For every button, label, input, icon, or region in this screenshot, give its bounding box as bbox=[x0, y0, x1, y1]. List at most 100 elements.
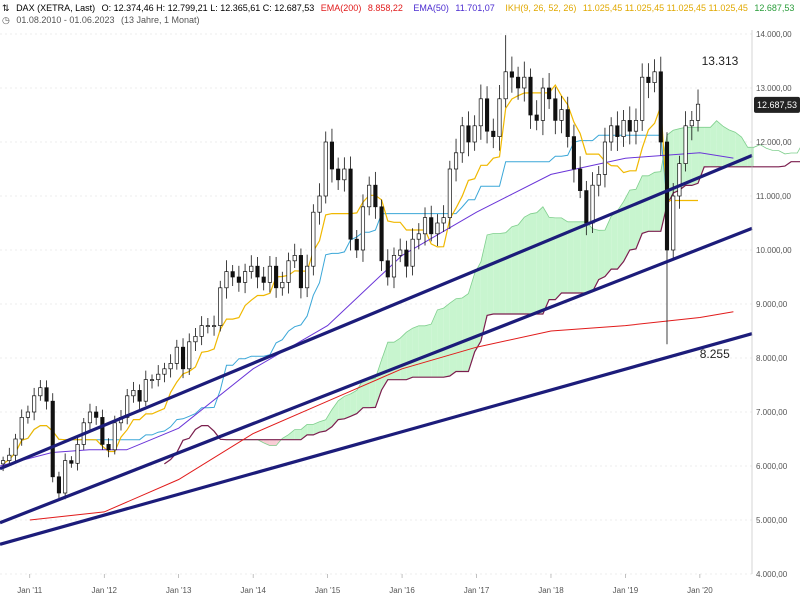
candle-body bbox=[25, 411, 30, 418]
candle-body bbox=[441, 217, 446, 224]
candle-body bbox=[615, 125, 620, 137]
cloud-segment bbox=[474, 261, 481, 352]
candle-body bbox=[187, 341, 192, 370]
x-tick-label: Jan '19 bbox=[613, 586, 639, 595]
y-tick-label: 5.000,00 bbox=[756, 516, 788, 525]
cloud-segment bbox=[462, 293, 469, 372]
candle-body bbox=[230, 271, 235, 278]
x-tick-label: Jan '15 bbox=[315, 586, 341, 595]
candle-body bbox=[621, 120, 626, 137]
candle-body bbox=[571, 136, 576, 170]
cloud-segment bbox=[635, 175, 643, 249]
y-tick-label: 10.000,00 bbox=[756, 246, 792, 255]
candle-body bbox=[516, 76, 521, 89]
y-tick-label: 14.000,00 bbox=[756, 30, 792, 39]
cloud-segment bbox=[375, 359, 382, 408]
cloud-segment bbox=[406, 328, 413, 380]
candle-body bbox=[7, 454, 12, 461]
x-tick-label: Jan '12 bbox=[91, 586, 117, 595]
candle-body bbox=[422, 217, 428, 235]
ikh-legend-values: 11.025,45 11.025,45 11.025,45 11.025,45 bbox=[582, 3, 748, 13]
cloud-segment bbox=[735, 132, 742, 167]
cloud-segment bbox=[567, 221, 574, 294]
candle-body bbox=[50, 400, 55, 478]
candle-body bbox=[286, 260, 291, 283]
candle-body bbox=[472, 125, 477, 143]
candle-body bbox=[75, 444, 80, 464]
cloud-segment bbox=[604, 216, 612, 277]
candle-body bbox=[435, 222, 440, 235]
cloud-segment bbox=[542, 206, 550, 315]
candle-body bbox=[466, 125, 471, 143]
y-tick-label: 11.000,00 bbox=[756, 192, 792, 201]
x-axis: Jan '11 Jan '12 Jan '13 Jan '14 Jan '15 Jan '… bbox=[17, 574, 713, 595]
clock-icon[interactable]: ◷ bbox=[2, 15, 10, 25]
last-price-box bbox=[754, 96, 800, 113]
candle-body bbox=[509, 71, 514, 78]
candle-body bbox=[460, 125, 465, 154]
candle-body bbox=[267, 265, 272, 283]
candle-body bbox=[236, 276, 241, 283]
candle-body bbox=[528, 76, 533, 116]
candle-body bbox=[534, 114, 539, 121]
candle-body bbox=[447, 168, 452, 218]
y-tick-label: 13.000,00 bbox=[756, 84, 792, 93]
cloud-segment bbox=[443, 303, 450, 378]
y-tick-label: 7.000,00 bbox=[756, 408, 788, 417]
ema200-legend-name: EMA(200) bbox=[320, 3, 362, 13]
candle-body bbox=[280, 282, 285, 289]
candle-body bbox=[553, 98, 558, 121]
ikh-legend[interactable]: IKH(9, 26, 52, 26) 11.025,45 11.025,45 1… bbox=[505, 3, 798, 13]
cloud-segment bbox=[561, 217, 568, 294]
candle-body bbox=[32, 395, 37, 413]
x-tick-label: Jan '14 bbox=[240, 586, 266, 595]
ema50-legend[interactable]: EMA(50) 11.701,07 bbox=[413, 3, 501, 13]
date-range-detail: (13 Jahre, 1 Monat) bbox=[120, 15, 200, 25]
candle-body bbox=[168, 363, 173, 370]
x-tick-label: Jan '11 bbox=[17, 586, 43, 595]
cloud-segment bbox=[505, 226, 512, 315]
cloud-segment bbox=[449, 298, 457, 376]
chart-settings-icon[interactable]: ⇅ bbox=[2, 3, 10, 13]
candle-body bbox=[44, 387, 49, 402]
candle-body bbox=[292, 255, 297, 262]
cloud-segment bbox=[319, 419, 326, 433]
cloud-segment bbox=[536, 206, 543, 315]
cloud-segment bbox=[325, 409, 332, 432]
y-axis: 14.000,00 13.000,00 12.000,00 11.000,00 10.0… bbox=[751, 30, 792, 579]
candle-body bbox=[94, 411, 99, 418]
candle-body bbox=[212, 325, 217, 327]
candle-body bbox=[336, 168, 341, 181]
candle-body bbox=[410, 238, 415, 267]
ohlc-values: O: 12.374,46 H: 12.799,21 L: 12.365,61 C… bbox=[101, 3, 315, 13]
cloud-segment bbox=[437, 308, 444, 378]
last-price-label: 12.687,53 bbox=[757, 100, 797, 110]
trend-line bbox=[0, 226, 753, 525]
candle-body bbox=[398, 249, 403, 256]
candle-body bbox=[590, 184, 595, 224]
ema200-legend[interactable]: EMA(200) 8.858,22 bbox=[321, 3, 410, 13]
y-tick-label: 6.000,00 bbox=[756, 462, 788, 471]
candle-body bbox=[416, 233, 421, 240]
candle-body bbox=[565, 109, 570, 137]
candle-body bbox=[640, 76, 645, 121]
cloud-segment bbox=[524, 213, 531, 315]
candle-body bbox=[255, 265, 260, 278]
candle-body bbox=[602, 141, 608, 175]
candle-body bbox=[348, 168, 353, 240]
cloud-segment bbox=[499, 232, 506, 315]
cloud-segment bbox=[642, 175, 649, 234]
candle-body bbox=[243, 271, 248, 283]
candle-body bbox=[174, 346, 179, 364]
candle-body bbox=[677, 163, 682, 197]
cloud-segment bbox=[480, 234, 488, 342]
candle-body bbox=[112, 422, 117, 451]
candle-body bbox=[367, 184, 372, 208]
cloud-segment bbox=[716, 120, 723, 167]
candle-body bbox=[646, 76, 651, 83]
cloud-segment bbox=[431, 309, 438, 378]
cloud-segment bbox=[549, 217, 556, 300]
x-tick-label: Jan '18 bbox=[538, 586, 564, 595]
cloud-segment bbox=[393, 338, 401, 380]
